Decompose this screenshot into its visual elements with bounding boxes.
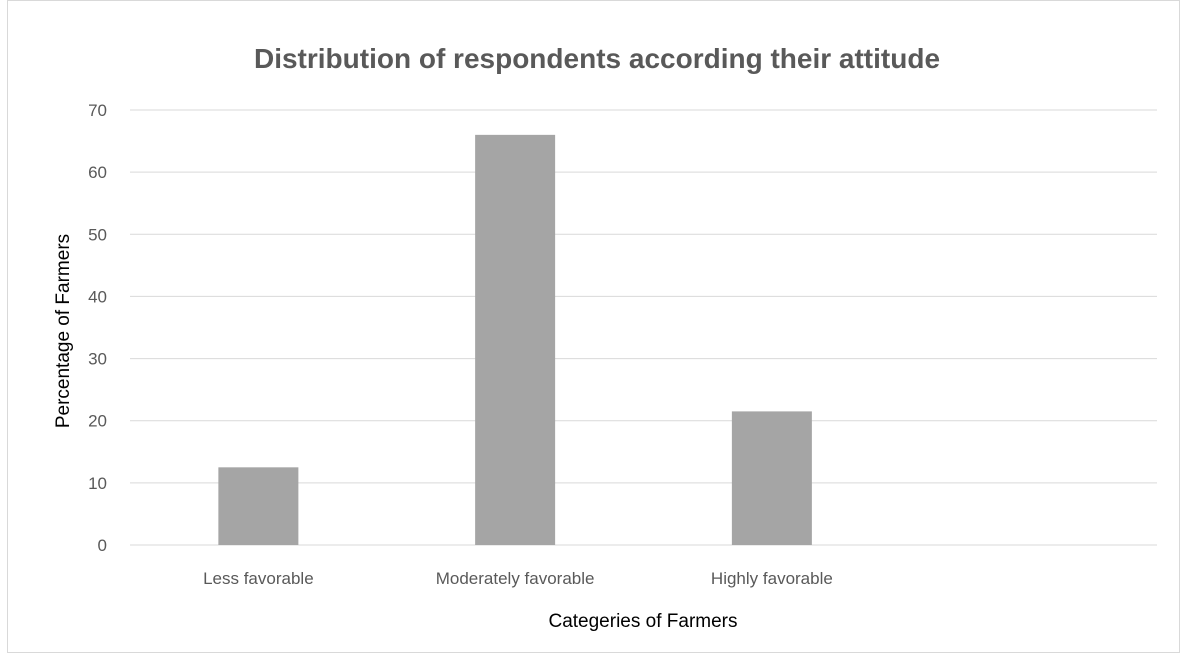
bars	[218, 134, 812, 545]
gridlines	[130, 109, 1157, 546]
chart-title: Distribution of respondents according th…	[254, 43, 940, 74]
y-tick-label: 40	[88, 287, 107, 306]
x-tick-label: Less favorable	[203, 569, 314, 588]
y-axis-ticks: 0 10 20 30 40 50 60 70	[88, 101, 107, 555]
x-axis-label: Categeries of Farmers	[548, 611, 737, 632]
x-tick-label: Highly favorable	[711, 569, 833, 588]
y-tick-label: 0	[98, 536, 107, 555]
y-tick-label: 70	[88, 101, 107, 120]
y-tick-label: 60	[88, 163, 107, 182]
bar-1	[218, 467, 299, 545]
x-axis-ticks: Less favorable Moderately favorable Highly…	[203, 569, 833, 588]
y-tick-label: 10	[88, 474, 107, 493]
bar-2	[475, 134, 556, 545]
y-tick-label: 30	[88, 350, 107, 369]
bar-3	[731, 411, 812, 545]
x-tick-label: Moderately favorable	[436, 569, 595, 588]
y-tick-label: 50	[88, 225, 107, 244]
y-axis-label: Percentage of Farmers	[53, 234, 74, 428]
chart-frame	[7, 0, 1180, 653]
y-tick-label: 20	[88, 412, 107, 431]
